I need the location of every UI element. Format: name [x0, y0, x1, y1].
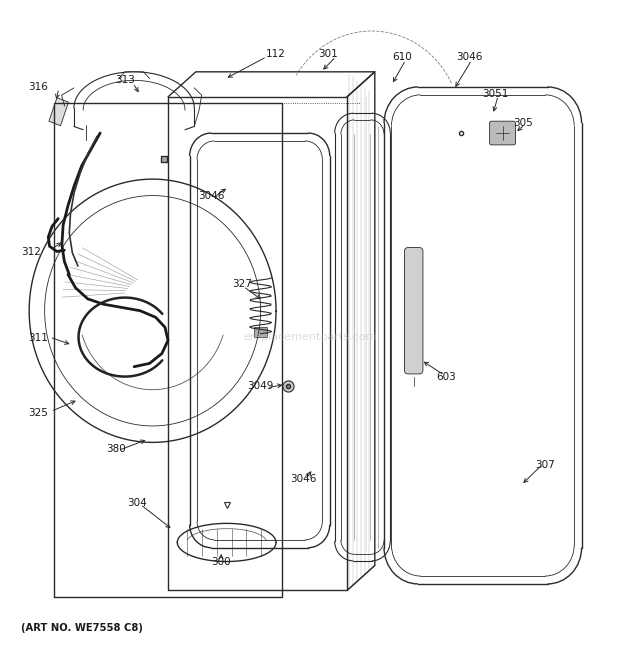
- Text: 3049: 3049: [247, 381, 274, 391]
- FancyBboxPatch shape: [490, 121, 516, 145]
- Text: 3046: 3046: [291, 473, 317, 484]
- Text: 316: 316: [28, 82, 48, 92]
- Text: 112: 112: [266, 49, 286, 59]
- Text: 3046: 3046: [198, 190, 224, 200]
- Text: 312: 312: [22, 247, 42, 256]
- Text: ereplacementparts.com: ereplacementparts.com: [243, 332, 377, 342]
- Text: 300: 300: [211, 557, 230, 567]
- Text: 603: 603: [436, 371, 456, 381]
- Bar: [49, 98, 69, 126]
- Text: 311: 311: [28, 333, 48, 344]
- Text: 305: 305: [513, 118, 533, 128]
- Text: 610: 610: [392, 52, 412, 62]
- Text: 380: 380: [105, 444, 125, 454]
- Bar: [254, 327, 267, 337]
- FancyBboxPatch shape: [404, 248, 423, 374]
- Text: 301: 301: [319, 49, 339, 59]
- Text: 3051: 3051: [482, 89, 508, 98]
- Text: 3046: 3046: [456, 52, 482, 62]
- Text: 327: 327: [232, 280, 252, 290]
- Text: 304: 304: [127, 498, 147, 508]
- Text: (ART NO. WE7558 C8): (ART NO. WE7558 C8): [21, 623, 143, 633]
- Text: 307: 307: [534, 461, 554, 471]
- Text: 325: 325: [28, 408, 48, 418]
- Text: 313: 313: [115, 75, 135, 85]
